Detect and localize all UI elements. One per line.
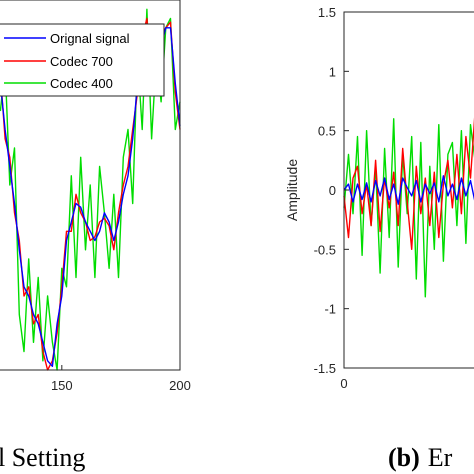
chart-a-legend: Orignal signal Codec 700 Codec 400 [0, 23, 165, 97]
legend-label-1: Codec 700 [50, 54, 113, 69]
chart-b-series-group [343, 117, 474, 298]
chart-b-x-tick-label-0: 0 [340, 376, 347, 391]
chart-b-series-line-1 [343, 117, 474, 251]
chart-a-x-tick-label-1: 200 [169, 378, 191, 393]
chart-a: 150 200 Orignal signal Codec 700 Codec 40… [0, 0, 191, 472]
legend-label-2: Codec 400 [50, 76, 113, 91]
chart-b-y-tick-label-0: 1.5 [318, 5, 336, 20]
chart-a-x-ticks: 150 200 [51, 365, 191, 393]
chart-a-x-tick-label-0: 150 [51, 378, 73, 393]
chart-b: 1.5 1 0.5 0 -0.5 -1 -1.5 0 Amplitude (b) Er [284, 5, 474, 472]
chart-b-caption-text: Er [428, 443, 453, 472]
chart-a-plot-frame [0, 0, 181, 371]
chart-b-y-tick-label-5: -1 [324, 302, 336, 317]
chart-b-y-tick-label-3: 0 [329, 183, 336, 198]
legend-label-0: Orignal signal [50, 31, 130, 46]
chart-b-y-tick-label-4: -0.5 [314, 242, 336, 257]
chart-b-y-ticks: 1.5 1 0.5 0 -0.5 -1 -1.5 [314, 5, 349, 376]
chart-b-y-tick-label-2: 0.5 [318, 124, 336, 139]
chart-b-caption: (b) Er [388, 443, 453, 472]
chart-b-y-tick-label-1: 1 [329, 64, 336, 79]
chart-b-x-ticks: 0 [340, 363, 348, 391]
chart-b-caption-prefix: (b) [388, 443, 420, 472]
chart-a-caption: l Setting [0, 443, 85, 472]
chart-b-y-tick-label-6: -1.5 [314, 361, 336, 376]
chart-b-y-axis-label: Amplitude [284, 159, 300, 221]
legend-box [0, 23, 165, 97]
chart-b-series-line-0 [343, 175, 474, 205]
